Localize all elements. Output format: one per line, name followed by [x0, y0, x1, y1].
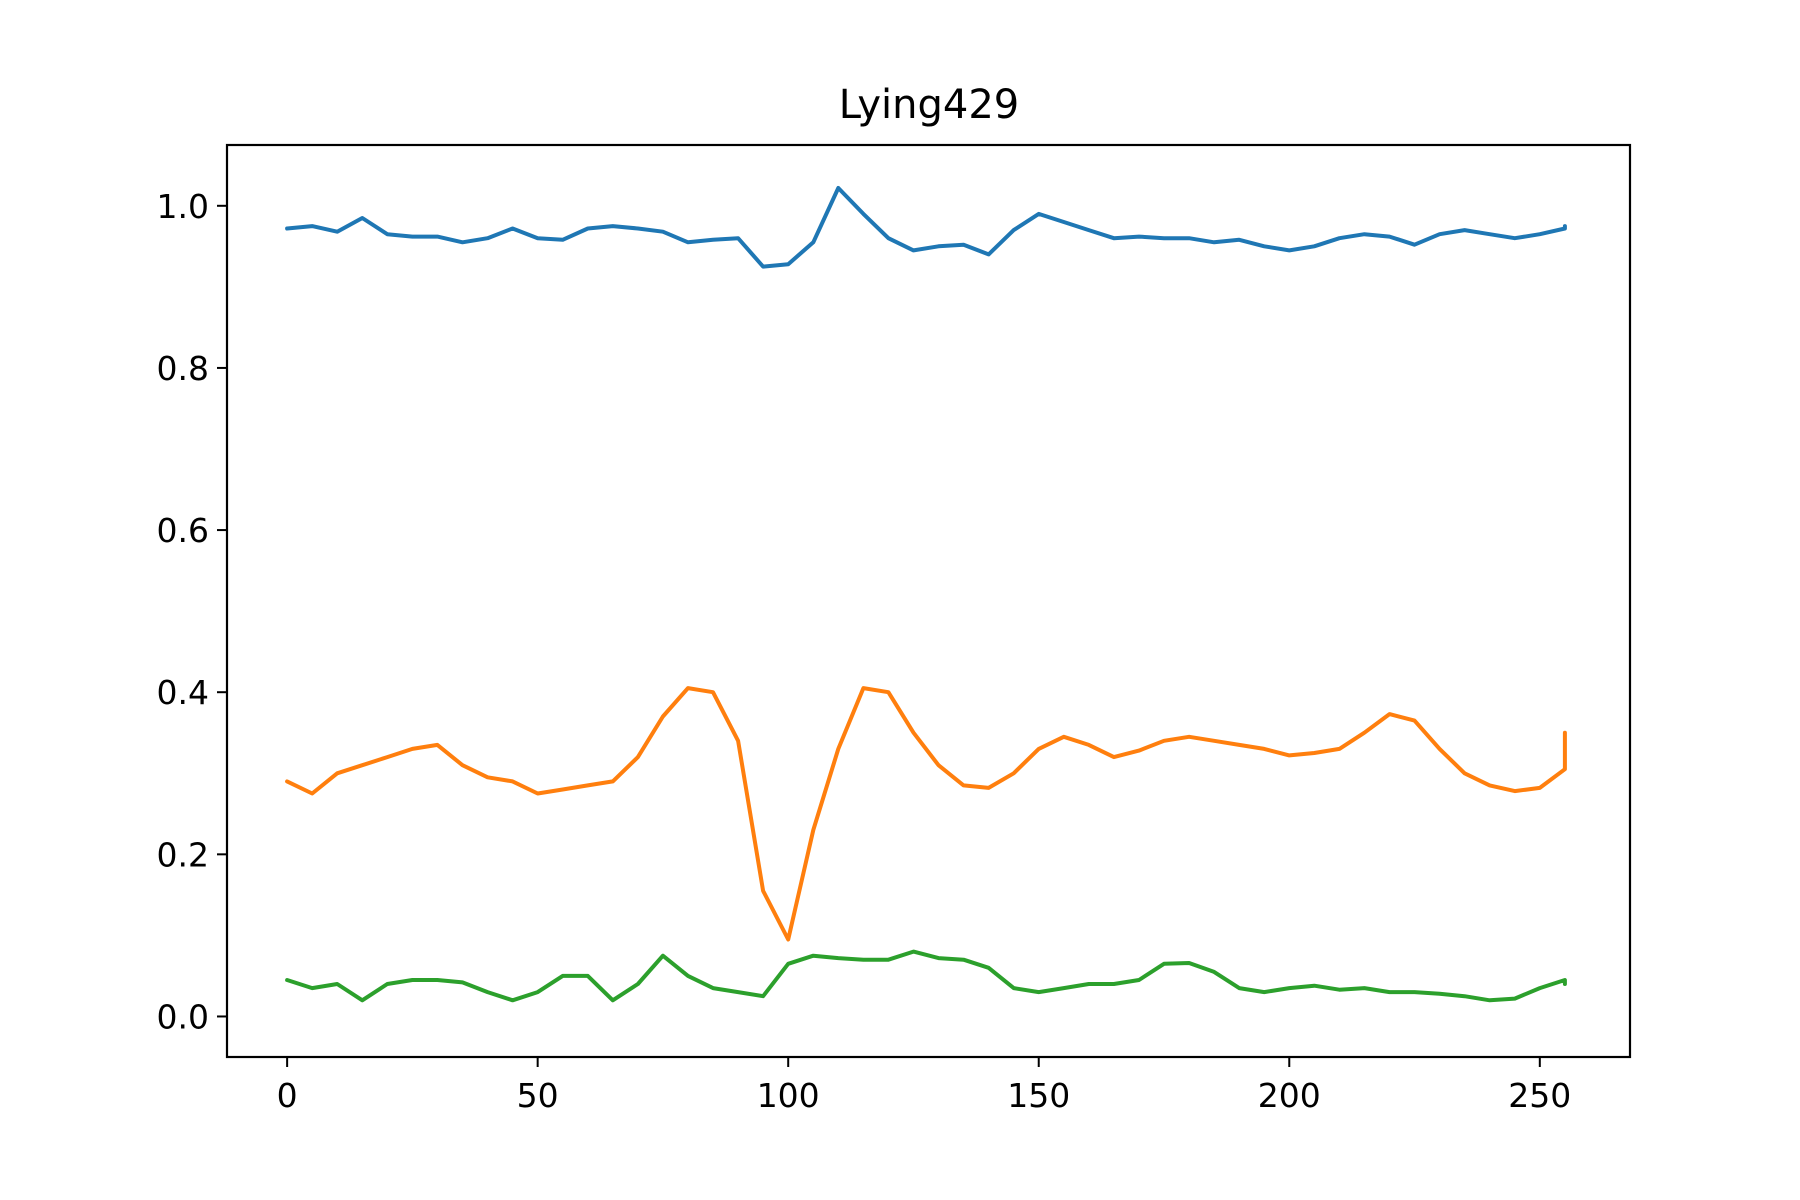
- plot-area-frame: [225, 143, 1632, 1059]
- chart-title: Lying429: [839, 82, 1020, 128]
- y-tick-label: 0.4: [157, 673, 209, 712]
- series-line-1: [285, 186, 1567, 269]
- x-tick-label: 250: [1508, 1076, 1571, 1115]
- x-axis: 0 50 100 150 200 250: [277, 1057, 1571, 1115]
- x-tick-label: 200: [1258, 1076, 1321, 1115]
- y-tick-label: 0.8: [157, 349, 209, 388]
- y-axis: 0.0 0.2 0.4 0.6 0.8 1.0: [157, 187, 227, 1036]
- series-layer: [285, 186, 1567, 1003]
- series-line-2: [285, 686, 1567, 942]
- x-tick-label: 150: [1007, 1076, 1070, 1115]
- y-tick-label: 1.0: [157, 187, 209, 226]
- series-line-3: [285, 949, 1567, 1003]
- x-tick-label: 0: [277, 1076, 298, 1115]
- x-tick-label: 50: [517, 1076, 559, 1115]
- x-tick-label: 100: [757, 1076, 820, 1115]
- y-tick-label: 0.0: [157, 997, 209, 1036]
- y-tick-label: 0.6: [157, 511, 209, 550]
- y-tick-label: 0.2: [157, 835, 209, 874]
